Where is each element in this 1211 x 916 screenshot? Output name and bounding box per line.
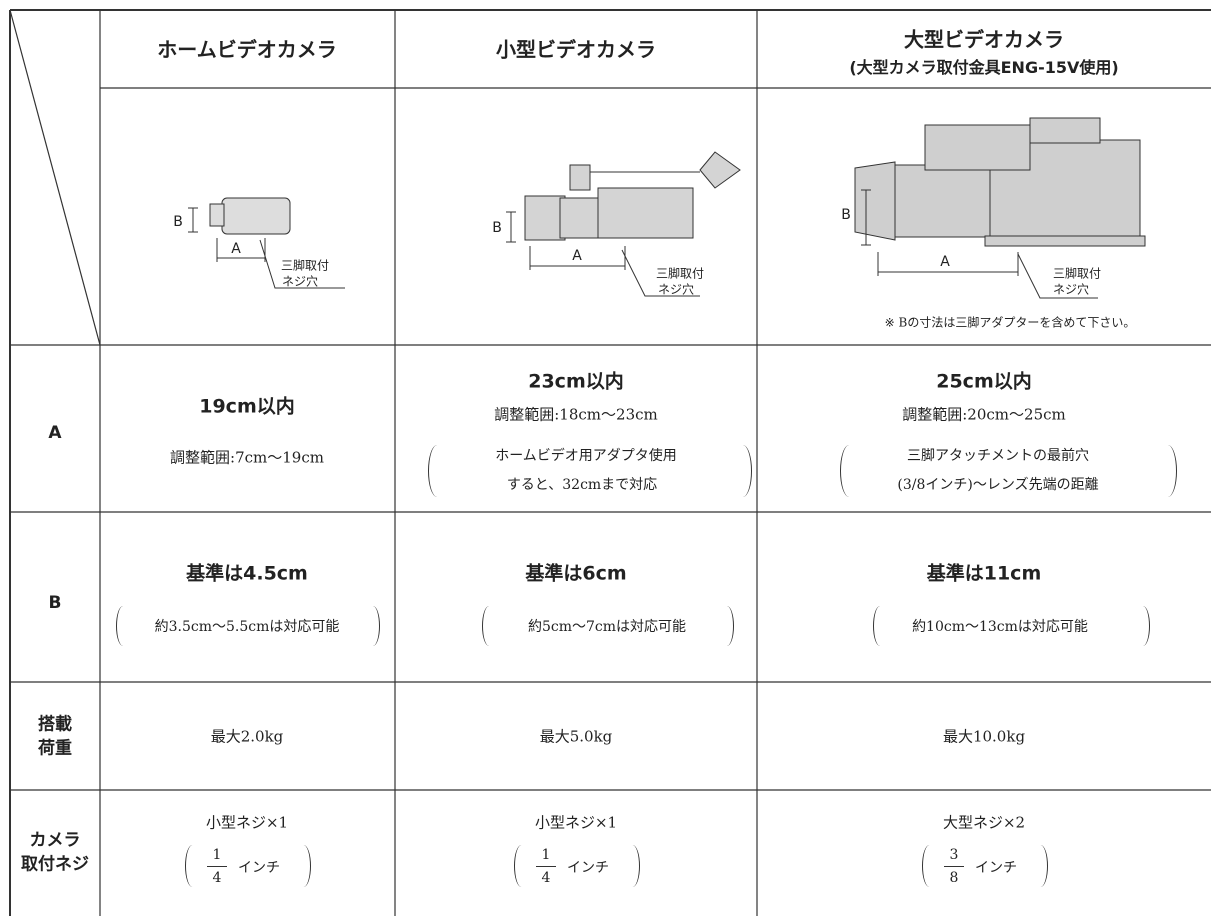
row-label: 取付ネジ [21, 854, 89, 875]
bracket [428, 445, 752, 497]
bracket [185, 845, 311, 887]
row-label: カメラ [29, 830, 81, 851]
dim-label: A [940, 254, 950, 270]
cell-note: 三脚アタッチメントの最前穴 [907, 448, 1089, 464]
fraction-numerator: 1 [541, 847, 551, 863]
cell-main: 23cm以内 [528, 370, 624, 393]
tripod-label: ネジ穴 [1052, 282, 1090, 297]
tripod-label: ネジ穴 [281, 274, 319, 289]
cell-main: 基準は6cm [525, 562, 627, 585]
row-label: 荷重 [38, 738, 72, 759]
fraction-denominator: 8 [949, 870, 959, 886]
dim-label: A [231, 241, 241, 257]
dim-label: B [492, 220, 502, 236]
cell-main: 基準は4.5cm [186, 562, 308, 585]
cell-main: 25cm以内 [936, 370, 1032, 393]
bracket [922, 845, 1048, 887]
dim-label: A [572, 248, 582, 264]
bracket [873, 606, 1150, 646]
unit: インチ [975, 860, 1017, 876]
fraction-denominator: 4 [541, 870, 551, 886]
column-header: ホームビデオカメラ [157, 37, 337, 62]
row-label: 搭載 [38, 714, 72, 735]
cell-note: 約3.5cm〜5.5cmは対応可能 [154, 619, 340, 635]
cell-note: ホームビデオ用アダプタ使用 [495, 448, 677, 464]
diagram-note: ※ Bの寸法は三脚アダプターを含めて下さい。 [884, 315, 1136, 330]
tripod-label: 三脚取付 [655, 266, 705, 281]
cell-range: 調整範囲:7cm〜19cm [170, 448, 324, 467]
cell-note: 約10cm〜13cmは対応可能 [912, 619, 1088, 635]
cell-main: 最大10.0kg [942, 727, 1026, 746]
bracket [482, 606, 734, 646]
cell-note: すると、32cmまで対応 [506, 477, 658, 493]
column-header: 大型ビデオカメラ [904, 27, 1064, 52]
unit: インチ [567, 860, 609, 876]
bracket [840, 445, 1177, 497]
column-header: 小型ビデオカメラ [496, 37, 656, 62]
cell-main: 大型ネジ×2 [942, 813, 1026, 832]
fraction-numerator: 1 [212, 847, 222, 863]
cell-main: 小型ネジ×1 [534, 813, 618, 832]
cell-note: 約5cm〜7cmは対応可能 [527, 619, 687, 635]
cell-main: 最大2.0kg [210, 727, 284, 746]
row-label: B [48, 593, 62, 613]
fraction-bar [536, 866, 556, 867]
fraction-numerator: 3 [949, 847, 959, 863]
cell-main: 19cm以内 [199, 395, 295, 418]
cell-main: 小型ネジ×1 [205, 813, 289, 832]
cell-range: 調整範囲:18cm〜23cm [494, 405, 658, 424]
unit: インチ [238, 860, 280, 876]
bracket [116, 606, 380, 646]
cell-main: 最大5.0kg [539, 727, 613, 746]
bracket [514, 845, 640, 887]
cell-range: 調整範囲:20cm〜25cm [902, 405, 1066, 424]
row-label: A [48, 423, 62, 443]
cell-main: 基準は11cm [926, 562, 1042, 585]
column-subheader: (大型カメラ取付金具ENG-15V使用) [849, 58, 1119, 77]
dim-label: B [841, 207, 851, 223]
cell-note: (3/8インチ)〜レンズ先端の距離 [897, 477, 1099, 493]
tripod-label: 三脚取付 [280, 258, 330, 273]
tripod-label: ネジ穴 [657, 282, 695, 297]
dim-label: B [173, 214, 183, 230]
fraction-bar [207, 866, 227, 867]
fraction-bar [944, 866, 964, 867]
fraction-denominator: 4 [212, 870, 222, 886]
tripod-label: 三脚取付 [1052, 266, 1102, 281]
